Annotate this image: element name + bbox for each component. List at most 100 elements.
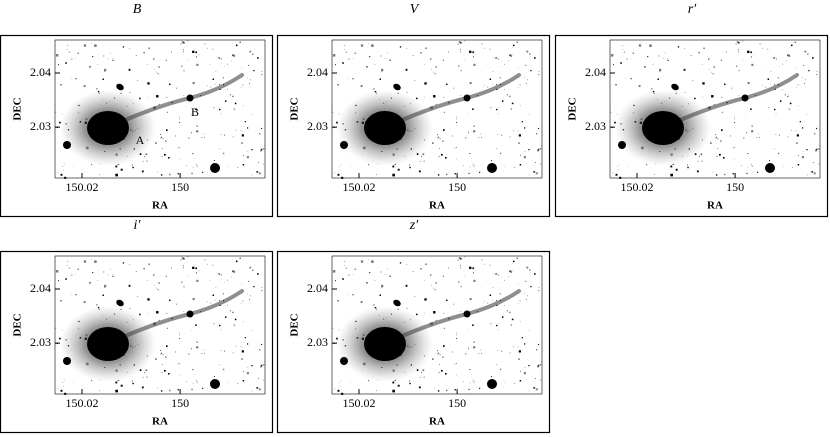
star xyxy=(159,138,161,140)
bright-star xyxy=(487,379,497,389)
star xyxy=(165,59,167,61)
star xyxy=(202,133,204,135)
star xyxy=(107,274,109,275)
star xyxy=(708,58,710,60)
star xyxy=(646,43,648,44)
star xyxy=(232,352,234,354)
star xyxy=(183,41,185,44)
star xyxy=(786,60,787,62)
star xyxy=(756,137,758,138)
star xyxy=(204,352,205,354)
star xyxy=(182,49,184,51)
star xyxy=(83,260,87,263)
star xyxy=(538,148,540,150)
y-tick-label: 2.04 xyxy=(307,65,328,79)
star xyxy=(518,350,521,353)
star xyxy=(460,51,462,53)
star xyxy=(392,165,395,168)
star xyxy=(540,148,542,150)
star xyxy=(227,382,229,383)
star xyxy=(165,356,167,358)
star xyxy=(816,148,818,150)
knot xyxy=(186,310,194,318)
star xyxy=(452,351,453,353)
star xyxy=(460,257,462,260)
star xyxy=(712,73,714,75)
star xyxy=(614,121,616,124)
star xyxy=(499,368,502,371)
star xyxy=(165,129,168,131)
star xyxy=(703,47,705,50)
star xyxy=(806,149,808,151)
star xyxy=(526,50,529,53)
star xyxy=(745,113,747,115)
star xyxy=(196,165,198,167)
star xyxy=(751,63,754,66)
star xyxy=(512,260,515,263)
star xyxy=(442,345,445,347)
star xyxy=(216,273,217,275)
star xyxy=(352,58,353,59)
star xyxy=(443,312,445,314)
star xyxy=(732,173,734,175)
star xyxy=(489,48,491,50)
star xyxy=(508,60,509,62)
star xyxy=(747,166,749,168)
star xyxy=(156,71,157,73)
star xyxy=(469,369,471,371)
star xyxy=(336,337,338,340)
star xyxy=(72,381,74,383)
star xyxy=(456,118,457,120)
star xyxy=(751,125,753,127)
star xyxy=(797,164,800,166)
star xyxy=(362,258,364,259)
star xyxy=(64,380,66,381)
star xyxy=(716,156,718,157)
star xyxy=(232,54,234,57)
star xyxy=(112,60,114,62)
star xyxy=(143,268,145,270)
star xyxy=(63,169,65,171)
star xyxy=(675,168,678,171)
star xyxy=(738,95,740,96)
star xyxy=(135,55,137,56)
star xyxy=(610,111,612,113)
star xyxy=(658,55,660,57)
star xyxy=(122,46,125,48)
star xyxy=(344,45,346,46)
star-left xyxy=(340,141,348,149)
star xyxy=(442,356,444,358)
star xyxy=(169,83,171,86)
star xyxy=(206,301,208,303)
star xyxy=(261,343,263,345)
bright-star xyxy=(210,379,220,389)
star xyxy=(220,58,222,60)
star xyxy=(538,287,540,288)
star xyxy=(698,52,700,54)
star xyxy=(406,91,408,93)
star xyxy=(734,158,735,160)
star xyxy=(438,372,440,373)
star xyxy=(181,41,184,43)
star xyxy=(792,166,794,168)
star xyxy=(156,95,159,98)
star xyxy=(132,166,134,169)
star xyxy=(528,113,530,115)
star xyxy=(777,152,780,155)
star xyxy=(761,85,763,87)
star xyxy=(246,156,249,159)
star xyxy=(526,295,528,297)
galaxy-core xyxy=(87,111,129,145)
star xyxy=(60,84,62,86)
star xyxy=(535,388,538,391)
star xyxy=(362,42,364,43)
star xyxy=(335,280,336,282)
star xyxy=(632,52,634,54)
star xyxy=(687,164,689,166)
star xyxy=(261,148,263,150)
bright-star xyxy=(210,163,220,173)
star xyxy=(219,148,220,150)
star xyxy=(468,348,469,350)
star xyxy=(196,381,198,383)
star xyxy=(487,302,489,304)
